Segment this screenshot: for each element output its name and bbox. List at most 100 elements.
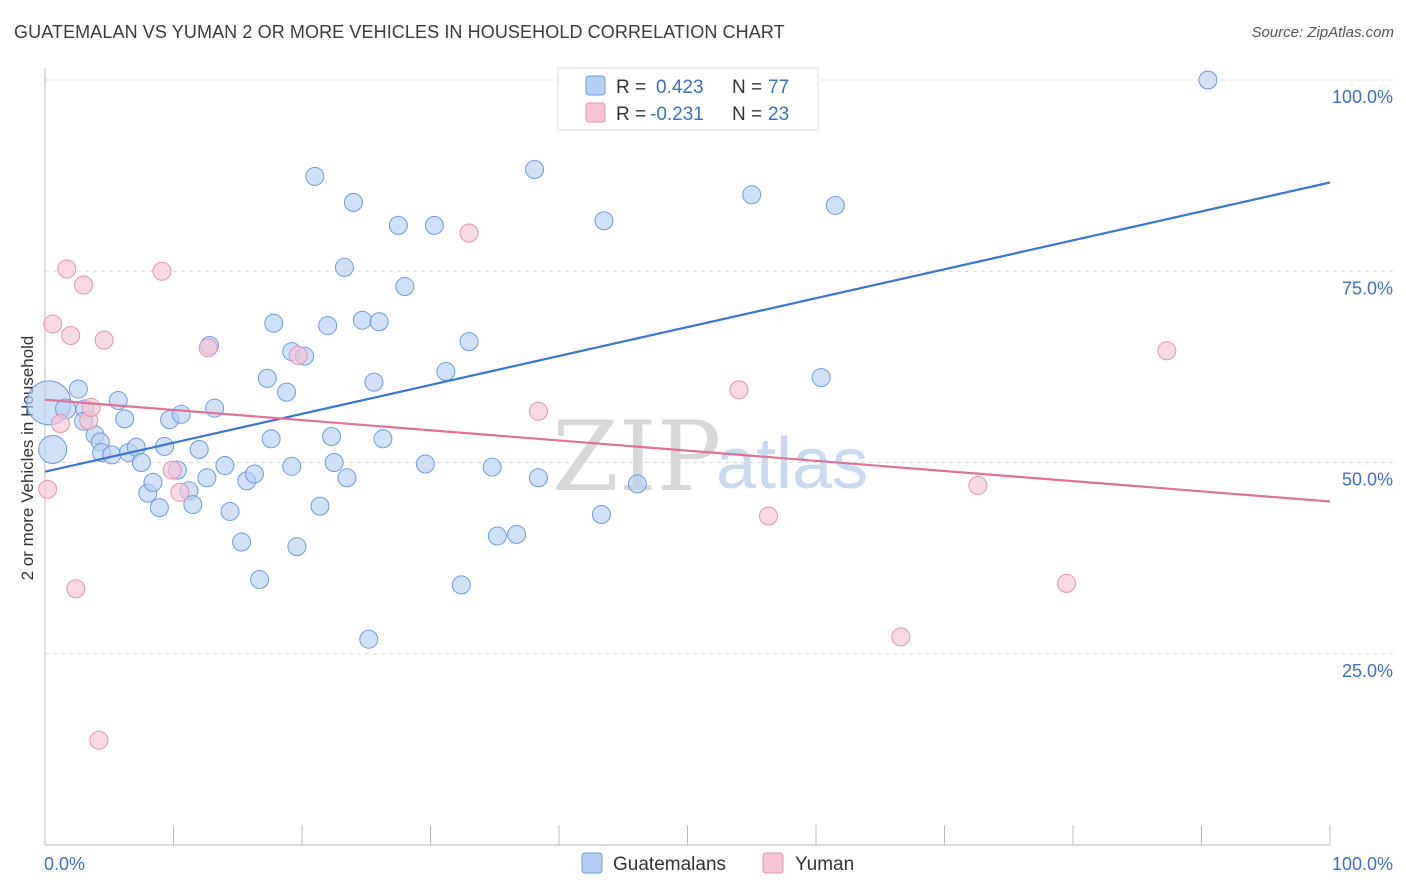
- guatemalans-point-59: [436, 361, 456, 381]
- guatemalans-point-16: [143, 472, 163, 492]
- guatemalans-point-17: [149, 498, 169, 518]
- yuman-point-17: [528, 401, 548, 421]
- chart-title: GUATEMALAN VS YUMAN 2 OR MORE VEHICLES I…: [14, 22, 785, 42]
- yuman-point-15: [288, 345, 308, 365]
- guatemalans-point-72: [825, 195, 845, 215]
- legend-swatch-guatemalans: [585, 75, 606, 96]
- guatemalans-point-52: [364, 372, 384, 392]
- guatemalans-point-66: [528, 468, 548, 488]
- yuman-point-23: [1157, 341, 1177, 361]
- guatemalans-point-62: [482, 457, 502, 477]
- y-tick-label-50: 50.0%: [1342, 470, 1393, 490]
- guatemalans-point-58: [424, 215, 444, 235]
- guatemalans-point-45: [322, 426, 342, 446]
- yuman-point-2: [50, 413, 70, 433]
- guatemalans-point-48: [337, 468, 357, 488]
- y-axis-label: 2 or more Vehicles in Household: [18, 336, 37, 581]
- yuman-point-16: [459, 223, 479, 243]
- yuman-point-13: [170, 482, 190, 502]
- legend-n-label-guatemalans: N =: [732, 77, 762, 98]
- yuman-point-14: [198, 338, 218, 358]
- yuman-point-6: [74, 275, 94, 295]
- guatemalans-point-63: [487, 526, 507, 546]
- yuman-point-18: [729, 380, 749, 400]
- guatemalans-point-24: [189, 439, 209, 459]
- yuman-point-9: [89, 730, 109, 750]
- guatemalans-point-44: [318, 316, 338, 336]
- yuman-point-22: [1057, 573, 1077, 593]
- guatemalans-point-14: [131, 453, 151, 472]
- guatemalans-point-47: [334, 257, 354, 277]
- guatemalans-point-32: [244, 464, 264, 484]
- stats-legend: R = 0.423 N = 77 R = -0.231 N = 23: [557, 67, 819, 131]
- guatemalans-point-43: [310, 496, 330, 516]
- series-legend: Guatemalans Yuman: [581, 852, 854, 875]
- guatemalans-point-71: [811, 368, 831, 388]
- guatemalans-point-61: [459, 332, 479, 352]
- yuman-point-19: [758, 506, 778, 526]
- guatemalans-point-23: [183, 495, 203, 515]
- yuman-point-21: [968, 475, 988, 495]
- guatemalans-point-42: [305, 166, 325, 186]
- guatemalans-point-57: [415, 454, 435, 474]
- guatemalans-point-35: [261, 429, 281, 449]
- watermark-zip: ZIP: [552, 401, 721, 513]
- guatemalans-point-46: [324, 453, 344, 472]
- yuman-point-1: [43, 314, 63, 334]
- legend-r-label-guatemalans: R =: [616, 77, 646, 98]
- bottom-legend-label-yuman: Yuman: [795, 854, 854, 875]
- yuman-trend-line: [44, 398, 1331, 503]
- yuman-point-3: [57, 259, 77, 279]
- data-points: [26, 70, 1218, 750]
- yuman-point-4: [61, 326, 81, 346]
- guatemalans-point-28: [215, 456, 235, 476]
- guatemalans-point-3: [68, 379, 88, 399]
- legend-swatch-yuman: [585, 102, 606, 123]
- yuman-point-10: [94, 330, 114, 350]
- gridlines: [45, 79, 1393, 655]
- guatemalans-point-54: [373, 429, 393, 449]
- yuman-point-0: [38, 479, 58, 499]
- x-tick-label-100: 100.0%: [1332, 854, 1393, 874]
- guatemalans-point-11: [115, 409, 135, 429]
- guatemalans-point-70: [742, 185, 762, 205]
- guatemalans-point-51: [359, 629, 379, 649]
- guatemalans-point-65: [525, 160, 545, 180]
- guatemalans-point-1: [38, 434, 68, 464]
- guatemalans-point-50: [352, 310, 372, 330]
- guatemalans-point-30: [232, 532, 252, 552]
- yuman-point-20: [891, 627, 911, 647]
- y-tick-label-100: 100.0%: [1332, 87, 1393, 107]
- guatemalans-point-55: [388, 215, 408, 235]
- guatemalans-point-49: [343, 192, 363, 212]
- bottom-legend-swatch-guatemalans: [581, 852, 603, 874]
- guatemalans-point-40: [287, 537, 307, 557]
- yuman-point-11: [152, 261, 172, 281]
- guatemalans-point-36: [264, 313, 284, 333]
- yuman-point-5: [66, 579, 86, 599]
- guatemalans-point-64: [507, 524, 527, 544]
- legend-r-value-guatemalans: 0.423: [656, 77, 704, 98]
- legend-r-value-yuman: -0.231: [650, 104, 704, 125]
- guatemalans-point-53: [369, 312, 389, 332]
- guatemalans-point-74: [1198, 70, 1218, 90]
- guatemalans-point-25: [197, 468, 217, 488]
- guatemalans-point-69: [627, 474, 647, 494]
- bottom-legend-swatch-yuman: [762, 852, 784, 874]
- guatemalans-point-68: [594, 211, 614, 231]
- x-ticks: [44, 825, 1331, 845]
- legend-r-label-yuman: R =: [616, 104, 646, 125]
- guatemalans-point-56: [395, 277, 415, 297]
- guatemalans-point-37: [277, 382, 297, 402]
- bottom-legend-label-guatemalans: Guatemalans: [613, 854, 726, 875]
- legend-n-value-yuman: 23: [768, 104, 789, 125]
- guatemalans-point-67: [591, 505, 611, 525]
- legend-n-value-guatemalans: 77: [768, 77, 789, 98]
- y-tick-labels: 25.0% 50.0% 75.0% 100.0%: [1332, 87, 1393, 681]
- y-tick-label-75: 75.0%: [1342, 278, 1393, 298]
- y-tick-label-25: 25.0%: [1342, 661, 1393, 681]
- legend-n-label-yuman: N =: [732, 104, 762, 125]
- source-label: Source: ZipAtlas.com: [1251, 24, 1394, 41]
- guatemalans-trend-line: [44, 181, 1331, 473]
